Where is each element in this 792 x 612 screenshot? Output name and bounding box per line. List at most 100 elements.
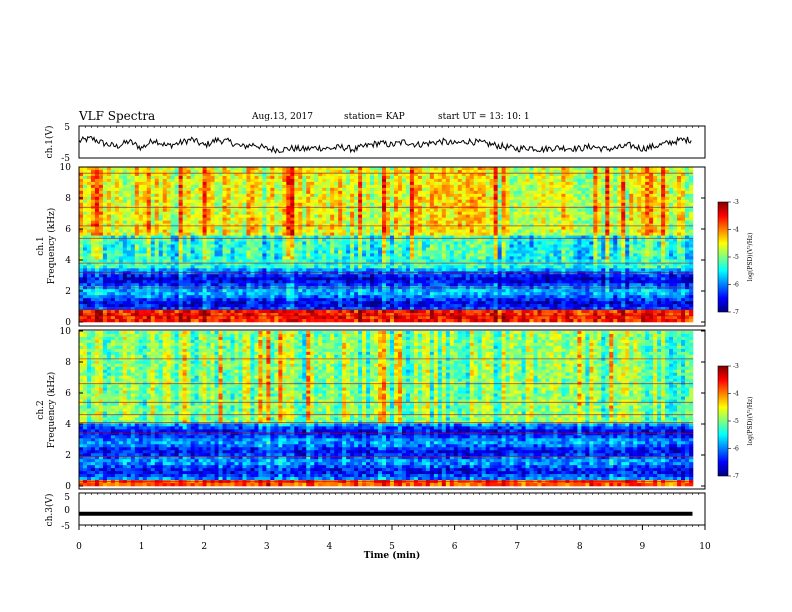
spectrogram-cell bbox=[167, 170, 171, 173]
spectrogram-cell bbox=[374, 188, 378, 191]
spectrogram-cell bbox=[219, 209, 223, 212]
spectrogram-cell bbox=[657, 188, 661, 191]
spectrogram-cell bbox=[370, 188, 374, 191]
spectrogram-cell bbox=[510, 197, 514, 200]
spectrogram-cell bbox=[474, 185, 478, 188]
spectrogram-cell bbox=[669, 176, 673, 179]
spectrogram-cell bbox=[430, 212, 434, 215]
spectrogram-cell bbox=[115, 191, 119, 194]
spectrogram-cell bbox=[123, 191, 127, 194]
spectrogram-cell bbox=[414, 170, 418, 173]
spectrogram-cell bbox=[298, 185, 302, 188]
spectrogram-cell bbox=[609, 194, 613, 197]
spectrogram-cell bbox=[330, 182, 334, 185]
spectrogram-cell bbox=[87, 176, 91, 179]
spectrogram-cell bbox=[549, 170, 553, 173]
spectrogram-cell bbox=[99, 209, 103, 212]
spectrogram-cell bbox=[585, 182, 589, 185]
spectrogram-cell bbox=[613, 182, 617, 185]
spectrogram-cell bbox=[131, 200, 135, 203]
spectrogram-cell bbox=[282, 203, 286, 206]
spectrogram-cell bbox=[609, 209, 613, 212]
spectrogram-cell bbox=[478, 170, 482, 173]
spectrogram-cell bbox=[191, 203, 195, 206]
spectrogram-cell bbox=[354, 179, 358, 182]
spectrogram-cell bbox=[322, 194, 326, 197]
spectrogram-cell bbox=[246, 209, 250, 212]
spectrogram-cell bbox=[681, 194, 685, 197]
spectrogram-cell bbox=[541, 182, 545, 185]
spectrogram-cell bbox=[111, 194, 115, 197]
spectrogram-cell bbox=[219, 194, 223, 197]
spectrogram-cell bbox=[478, 179, 482, 182]
spectrogram-cell bbox=[510, 203, 514, 206]
spectrogram-cell bbox=[274, 200, 278, 203]
spectrogram-cell bbox=[390, 176, 394, 179]
spectrogram-cell bbox=[195, 209, 199, 212]
spectrogram-cell bbox=[171, 182, 175, 185]
spectrogram-cell bbox=[474, 209, 478, 212]
spectrogram-cell bbox=[669, 194, 673, 197]
spectrogram-cell bbox=[621, 203, 625, 206]
spectrogram-cell bbox=[290, 182, 294, 185]
spectrogram-cell bbox=[414, 179, 418, 182]
spectrogram-cell bbox=[342, 188, 346, 191]
spectrogram-cell bbox=[510, 191, 514, 194]
spectrogram-cell bbox=[617, 182, 621, 185]
spectrogram-cell bbox=[653, 182, 657, 185]
spectrogram-cell bbox=[179, 185, 183, 188]
spectrogram-cell bbox=[410, 185, 414, 188]
spectrogram-cell bbox=[254, 170, 258, 173]
spectrogram-cell bbox=[585, 185, 589, 188]
spectrogram-cell bbox=[549, 191, 553, 194]
spectrogram-cell bbox=[585, 212, 589, 215]
spectrogram-cell bbox=[665, 197, 669, 200]
spectrogram-cell bbox=[514, 209, 518, 212]
spectrogram-cell bbox=[203, 191, 207, 194]
spectrogram-cell bbox=[549, 176, 553, 179]
spectrogram-cell bbox=[442, 188, 446, 191]
spectrogram-cell bbox=[446, 188, 450, 191]
spectrogram-cell bbox=[394, 194, 398, 197]
spectrogram-cell bbox=[514, 182, 518, 185]
spectrogram-cell bbox=[637, 194, 641, 197]
spectrogram-cell bbox=[378, 212, 382, 215]
spectrogram-cell bbox=[474, 179, 478, 182]
spectrogram-cell bbox=[290, 191, 294, 194]
spectrogram-cell bbox=[127, 176, 131, 179]
spectrogram-cell bbox=[378, 170, 382, 173]
spectrogram-cell bbox=[649, 170, 653, 173]
spectrogram-cell bbox=[107, 182, 111, 185]
spectrogram-cell bbox=[446, 194, 450, 197]
spectrogram-cell bbox=[358, 176, 362, 179]
spectrogram-cell bbox=[549, 185, 553, 188]
spectrogram-cell bbox=[195, 179, 199, 182]
spectrogram-cell bbox=[330, 185, 334, 188]
spectrogram-cell bbox=[510, 170, 514, 173]
spectrogram-cell bbox=[119, 191, 123, 194]
spectrogram-cell bbox=[187, 212, 191, 215]
spectrogram-cell bbox=[103, 185, 107, 188]
spectrogram-cell bbox=[406, 197, 410, 200]
spectrogram-cell bbox=[565, 179, 569, 182]
spectrogram-cell bbox=[685, 197, 689, 200]
spectrogram-cell bbox=[510, 200, 514, 203]
spectrogram-cell bbox=[398, 191, 402, 194]
spectrogram-cell bbox=[549, 197, 553, 200]
spectrogram-cell bbox=[494, 209, 498, 212]
spectrogram-cell bbox=[382, 194, 386, 197]
spectrogram-cell bbox=[223, 212, 227, 215]
spectrogram-cell bbox=[302, 179, 306, 182]
spectrogram-cell bbox=[661, 194, 665, 197]
spectrogram-cell bbox=[609, 182, 613, 185]
spectrogram-cell bbox=[179, 170, 183, 173]
spectrogram-cell bbox=[565, 176, 569, 179]
spectrogram-cell bbox=[593, 194, 597, 197]
spectrogram-cell bbox=[374, 194, 378, 197]
spectrogram-cell bbox=[541, 197, 545, 200]
spectrogram-cell bbox=[290, 179, 294, 182]
spectrogram-cell bbox=[458, 194, 462, 197]
spectrogram-cell bbox=[538, 191, 542, 194]
spectrogram-cell bbox=[187, 179, 191, 182]
spectrogram-cell bbox=[402, 203, 406, 206]
